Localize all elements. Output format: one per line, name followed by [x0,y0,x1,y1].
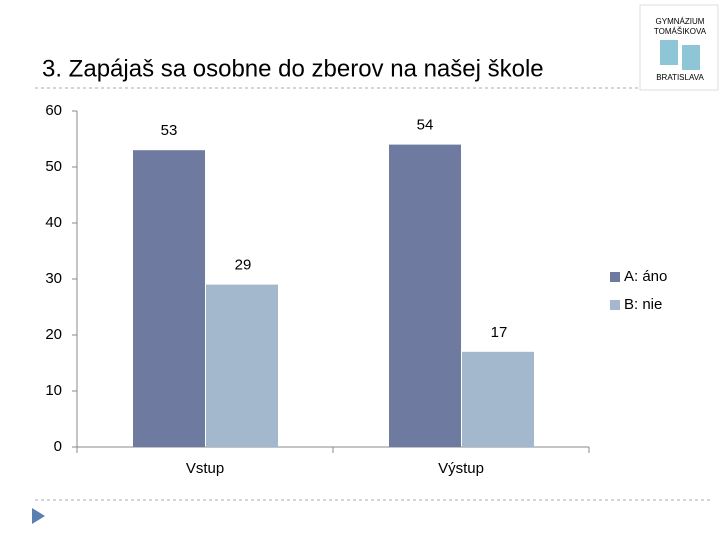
legend-label: A: áno [624,268,667,285]
y-tick-label: 60 [45,102,62,119]
logo: GYMNÁZIUM TOMÁŠIKOVA BRATISLAVA [639,4,719,91]
bar [133,150,205,447]
x-tick-label: Vstup [186,460,224,477]
logo-text: TOMÁŠIKOVA [654,27,707,36]
bar [462,351,534,447]
legend-swatch [610,300,620,310]
y-tick-label: 40 [45,214,62,231]
y-tick-label: 30 [45,270,62,287]
logo-text: GYMNÁZIUM [656,17,705,26]
bar [389,144,461,447]
slide-title: 3. Zapájaš sa osobne do zberov na našej … [42,55,544,82]
legend-label: B: nie [624,296,662,313]
logo-frame [639,4,719,91]
logo-shape [682,45,700,70]
bar [206,284,278,447]
data-label: 17 [491,324,508,341]
y-tick-label: 10 [45,382,62,399]
legend-swatch [610,272,620,282]
logo-text: BRATISLAVA [656,73,704,82]
y-tick-label: 0 [54,438,62,455]
data-label: 29 [235,257,252,274]
data-label: 53 [161,122,178,139]
bullet-arrow [32,508,45,524]
data-label: 54 [417,117,434,134]
y-tick-label: 50 [45,158,62,175]
y-tick-label: 20 [45,326,62,343]
logo-shape [660,40,678,65]
x-tick-label: Výstup [438,460,484,477]
